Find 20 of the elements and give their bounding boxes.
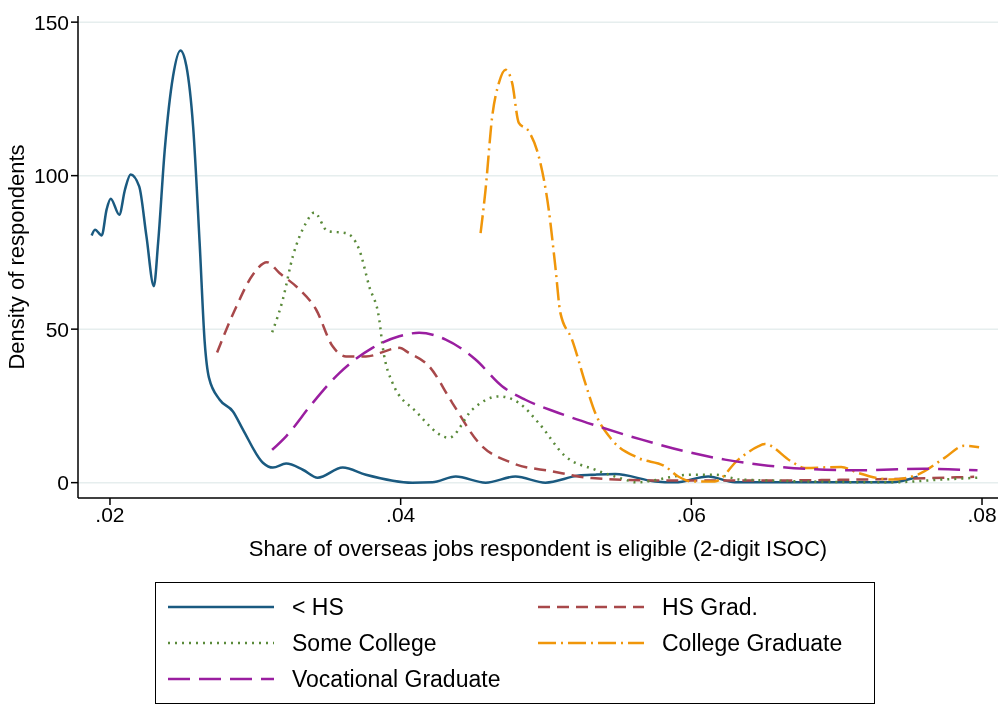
y-tick-label: 50: [45, 317, 69, 341]
y-axis-title: Density of respondents: [3, 144, 29, 370]
line-series: [479, 68, 981, 483]
legend-label: HS Grad.: [662, 593, 758, 621]
legend-label: < HS: [292, 593, 344, 621]
line-series: [90, 49, 919, 484]
x-tick-label: .08: [967, 502, 997, 526]
y-tick-label: 0: [57, 471, 69, 495]
x-axis-title: Share of overseas jobs respondent is eligible (2-digit ISOC): [248, 536, 828, 561]
line-series: [270, 331, 979, 472]
legend-label: College Graduate: [662, 629, 843, 657]
x-tick-label: .06: [676, 502, 706, 526]
y-tick-label: 100: [33, 164, 69, 188]
line-series: [215, 260, 976, 482]
line-series: [270, 211, 979, 484]
x-tick-label: .04: [386, 502, 416, 526]
x-tick-label: .02: [95, 502, 125, 526]
y-tick-label: 150: [33, 10, 69, 34]
legend-label: Vocational Graduate: [292, 665, 501, 693]
legend-label: Some College: [292, 629, 437, 657]
